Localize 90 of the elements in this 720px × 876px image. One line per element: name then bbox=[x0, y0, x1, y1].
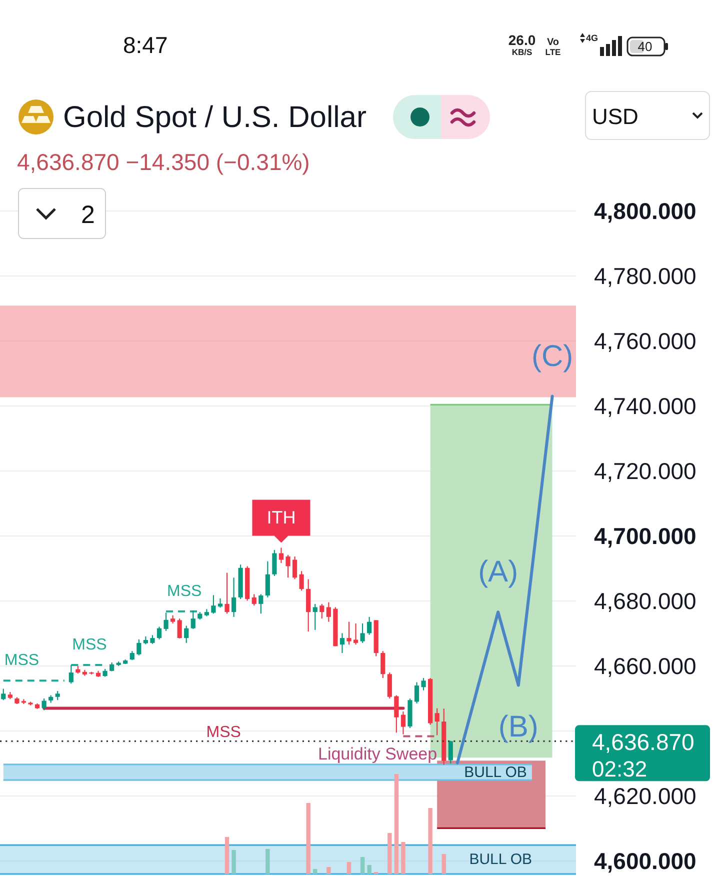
candlestick bbox=[218, 598, 223, 608]
candlestick bbox=[136, 638, 142, 656]
candlestick bbox=[164, 612, 168, 632]
text: 26.0 bbox=[508, 32, 536, 48]
data-label: (C) bbox=[531, 340, 574, 373]
candlestick bbox=[272, 549, 277, 577]
candlestick bbox=[394, 694, 399, 734]
candlestick bbox=[326, 602, 331, 622]
ref-line-label: 4,636.870 bbox=[592, 729, 694, 756]
candlestick bbox=[1, 688, 6, 701]
text: LTE bbox=[545, 47, 562, 57]
candlestick bbox=[190, 610, 196, 630]
candlestick bbox=[156, 626, 162, 640]
bar bbox=[428, 808, 432, 874]
annotation: 2 bbox=[81, 201, 95, 229]
candlestick bbox=[224, 572, 230, 614]
y-tick-label: 4,700.000 bbox=[594, 523, 696, 549]
candlestick bbox=[414, 682, 420, 704]
bar bbox=[326, 867, 331, 874]
series-label: MSS bbox=[4, 652, 40, 670]
bar bbox=[306, 803, 310, 874]
band-label: BULL OB bbox=[469, 851, 532, 868]
candlestick bbox=[400, 710, 406, 735]
text: 02:32 bbox=[592, 756, 648, 782]
chart-subtitle: 4,636.870 −14.350 (−0.31%) bbox=[17, 149, 310, 175]
bar bbox=[224, 837, 230, 874]
bar bbox=[313, 869, 318, 874]
candlestick bbox=[340, 632, 345, 654]
candlestick bbox=[278, 547, 284, 564]
candlestick bbox=[258, 594, 264, 614]
bar bbox=[367, 865, 372, 874]
bar bbox=[442, 854, 446, 874]
bar bbox=[388, 833, 392, 874]
candlestick bbox=[68, 664, 74, 684]
candlestick bbox=[380, 650, 386, 679]
candlestick bbox=[320, 603, 324, 620]
candlestick bbox=[286, 554, 290, 578]
annotation: Liquidity Sweep bbox=[318, 744, 438, 764]
text: USD bbox=[592, 104, 638, 129]
candlestick bbox=[387, 672, 392, 700]
y-tick-label: 4,680.000 bbox=[594, 588, 696, 614]
candlestick bbox=[177, 618, 182, 639]
bar bbox=[360, 857, 365, 874]
candlestick bbox=[130, 650, 134, 661]
line-series bbox=[456, 394, 554, 764]
y-tick-label: 4,620.000 bbox=[594, 783, 696, 809]
y-tick-label: 4,760.000 bbox=[594, 328, 696, 354]
annotation: ITH bbox=[266, 508, 296, 528]
candlestick bbox=[231, 577, 236, 618]
bar bbox=[401, 842, 406, 874]
candlestick bbox=[434, 708, 440, 736]
text: 4G bbox=[586, 33, 598, 43]
series-label: BULL OB bbox=[464, 764, 527, 781]
y-tick-label: 4,600.000 bbox=[594, 848, 696, 874]
series-label: MSS bbox=[167, 582, 202, 600]
candlestick bbox=[42, 698, 46, 711]
candlestick bbox=[421, 677, 426, 691]
candlestick bbox=[21, 698, 26, 705]
y-tick-label: 4,720.000 bbox=[594, 458, 696, 484]
candlestick bbox=[306, 578, 311, 632]
bar bbox=[394, 774, 399, 874]
y-tick-label: 4,660.000 bbox=[594, 653, 696, 679]
candlestick bbox=[55, 690, 60, 701]
candlestick bbox=[292, 556, 298, 580]
text: Vo bbox=[546, 37, 560, 48]
y-tick-label: 4,780.000 bbox=[594, 263, 696, 289]
candlestick bbox=[367, 616, 372, 636]
series-label: MSS bbox=[72, 636, 107, 654]
candlestick bbox=[312, 603, 318, 630]
bar bbox=[232, 850, 236, 874]
bar bbox=[266, 849, 270, 874]
candlestick bbox=[360, 622, 365, 644]
candlestick bbox=[184, 625, 189, 644]
text: KB/S bbox=[512, 47, 532, 57]
candlestick bbox=[211, 594, 216, 614]
data-label: (A) bbox=[478, 556, 518, 589]
y-tick-label: 4,800.000 bbox=[594, 198, 696, 224]
candlestick bbox=[265, 560, 270, 598]
text: 40 bbox=[638, 39, 652, 54]
series-label: MSS bbox=[206, 724, 241, 741]
candlestick bbox=[252, 594, 256, 606]
candlestick bbox=[346, 621, 352, 646]
chart-title: Gold Spot / U.S. Dollar bbox=[63, 101, 366, 134]
candlestick bbox=[353, 622, 358, 646]
bar bbox=[346, 862, 352, 874]
data-label: (B) bbox=[498, 710, 538, 744]
candlestick bbox=[299, 570, 304, 592]
text: 8:47 bbox=[123, 32, 168, 58]
candlestick bbox=[448, 740, 453, 764]
y-tick-label: 4,740.000 bbox=[594, 393, 696, 419]
